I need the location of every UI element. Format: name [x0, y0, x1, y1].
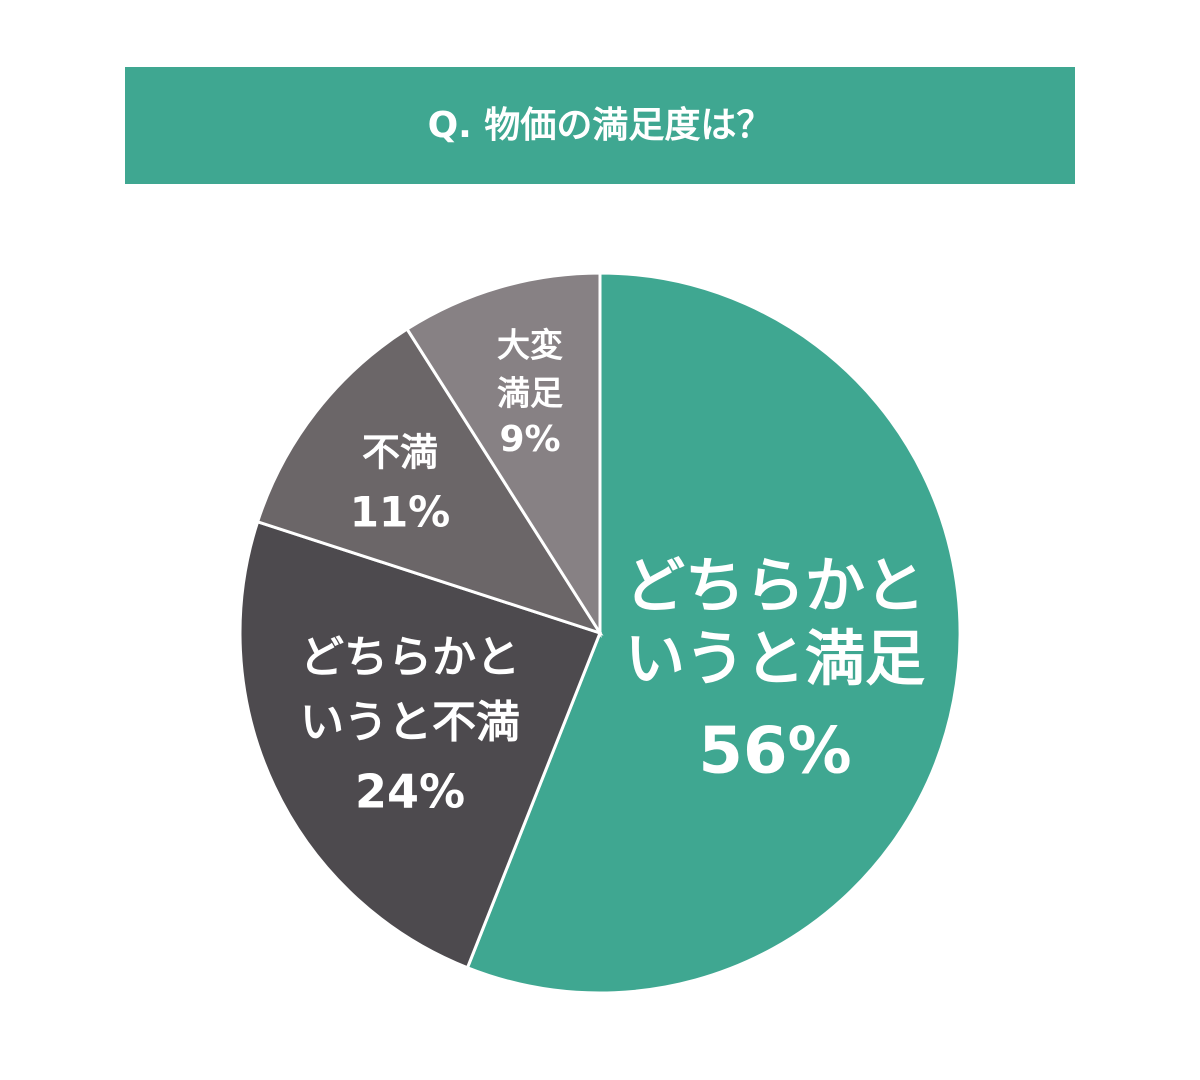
slice-label: どちらかと — [625, 552, 925, 622]
value-label: 11% — [350, 488, 451, 537]
pie-slice — [465, 271, 962, 995]
slice-label: いうと不満 — [300, 697, 520, 748]
value-label: 9% — [499, 419, 560, 460]
value-label: 56% — [698, 715, 851, 789]
slice-label: どちらかと — [300, 632, 520, 683]
pie-slice — [255, 326, 604, 636]
pie-slice — [405, 271, 602, 639]
pie-slice — [238, 519, 602, 970]
slice-label: いうと満足 — [625, 625, 925, 695]
slice-label: 不満 — [362, 431, 438, 475]
value-label: 24% — [355, 765, 465, 819]
slice-label: 満足 — [497, 374, 563, 413]
slice-label: 大変 — [497, 326, 563, 365]
chart-title: Q. 物価の満足度は？ — [428, 105, 773, 146]
title-bar — [125, 67, 1075, 184]
